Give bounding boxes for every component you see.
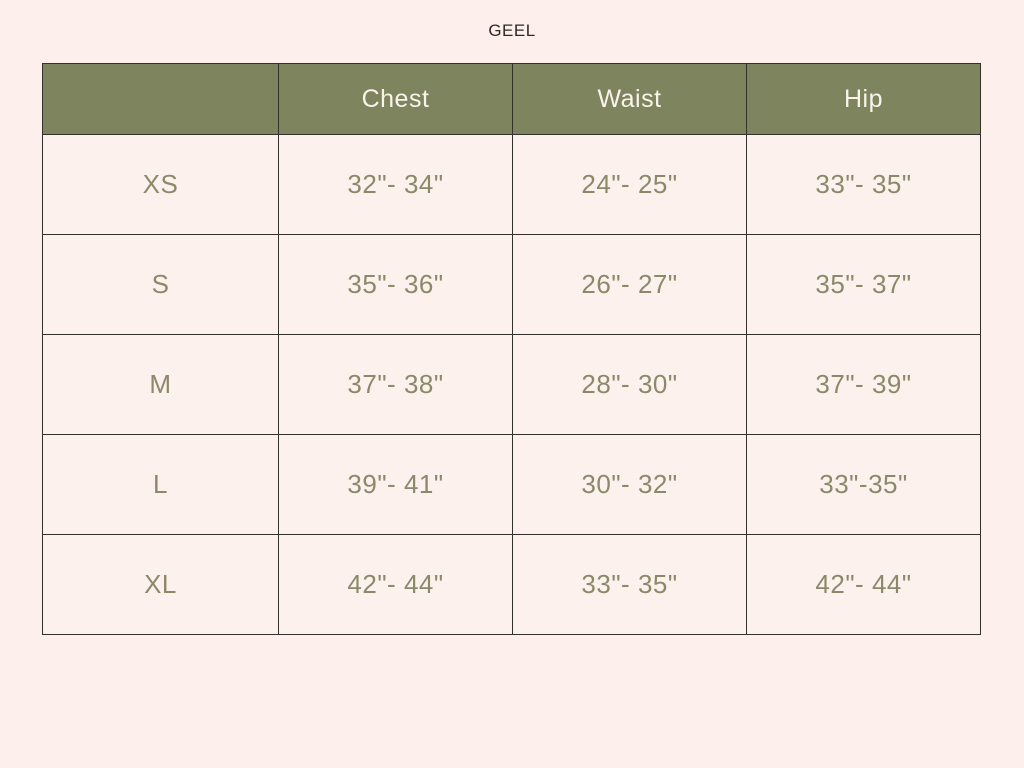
header-cell-chest: Chest (278, 63, 513, 135)
table-row-l: L 39"- 41" 30"- 32" 33"-35" (42, 434, 981, 535)
size-cell: XL (42, 534, 279, 635)
header-cell-hip: Hip (746, 63, 981, 135)
chest-cell: 32"- 34" (278, 134, 513, 235)
header-cell-waist: Waist (512, 63, 747, 135)
size-cell: S (42, 234, 279, 335)
size-cell: M (42, 334, 279, 435)
hip-cell: 33"-35" (746, 434, 981, 535)
table-row-xl: XL 42"- 44" 33"- 35" 42"- 44" (42, 534, 981, 635)
chest-cell: 39"- 41" (278, 434, 513, 535)
header-cell-size (42, 63, 279, 135)
table-row-s: S 35"- 36" 26"- 27" 35"- 37" (42, 234, 981, 335)
waist-cell: 26"- 27" (512, 234, 747, 335)
waist-cell: 30"- 32" (512, 434, 747, 535)
chest-cell: 37"- 38" (278, 334, 513, 435)
size-chart-table: Chest Waist Hip XS 32"- 34" 24"- 25" 33"… (42, 63, 981, 635)
hip-cell: 35"- 37" (746, 234, 981, 335)
waist-cell: 33"- 35" (512, 534, 747, 635)
chest-cell: 35"- 36" (278, 234, 513, 335)
waist-cell: 24"- 25" (512, 134, 747, 235)
size-cell: XS (42, 134, 279, 235)
hip-cell: 37"- 39" (746, 334, 981, 435)
chest-cell: 42"- 44" (278, 534, 513, 635)
table-header-row: Chest Waist Hip (42, 63, 981, 135)
hip-cell: 33"- 35" (746, 134, 981, 235)
page-title: GEEL (488, 21, 536, 40)
hip-cell: 42"- 44" (746, 534, 981, 635)
waist-cell: 28"- 30" (512, 334, 747, 435)
table-row-m: M 37"- 38" 28"- 30" 37"- 39" (42, 334, 981, 435)
size-cell: L (42, 434, 279, 535)
table-row-xs: XS 32"- 34" 24"- 25" 33"- 35" (42, 134, 981, 235)
